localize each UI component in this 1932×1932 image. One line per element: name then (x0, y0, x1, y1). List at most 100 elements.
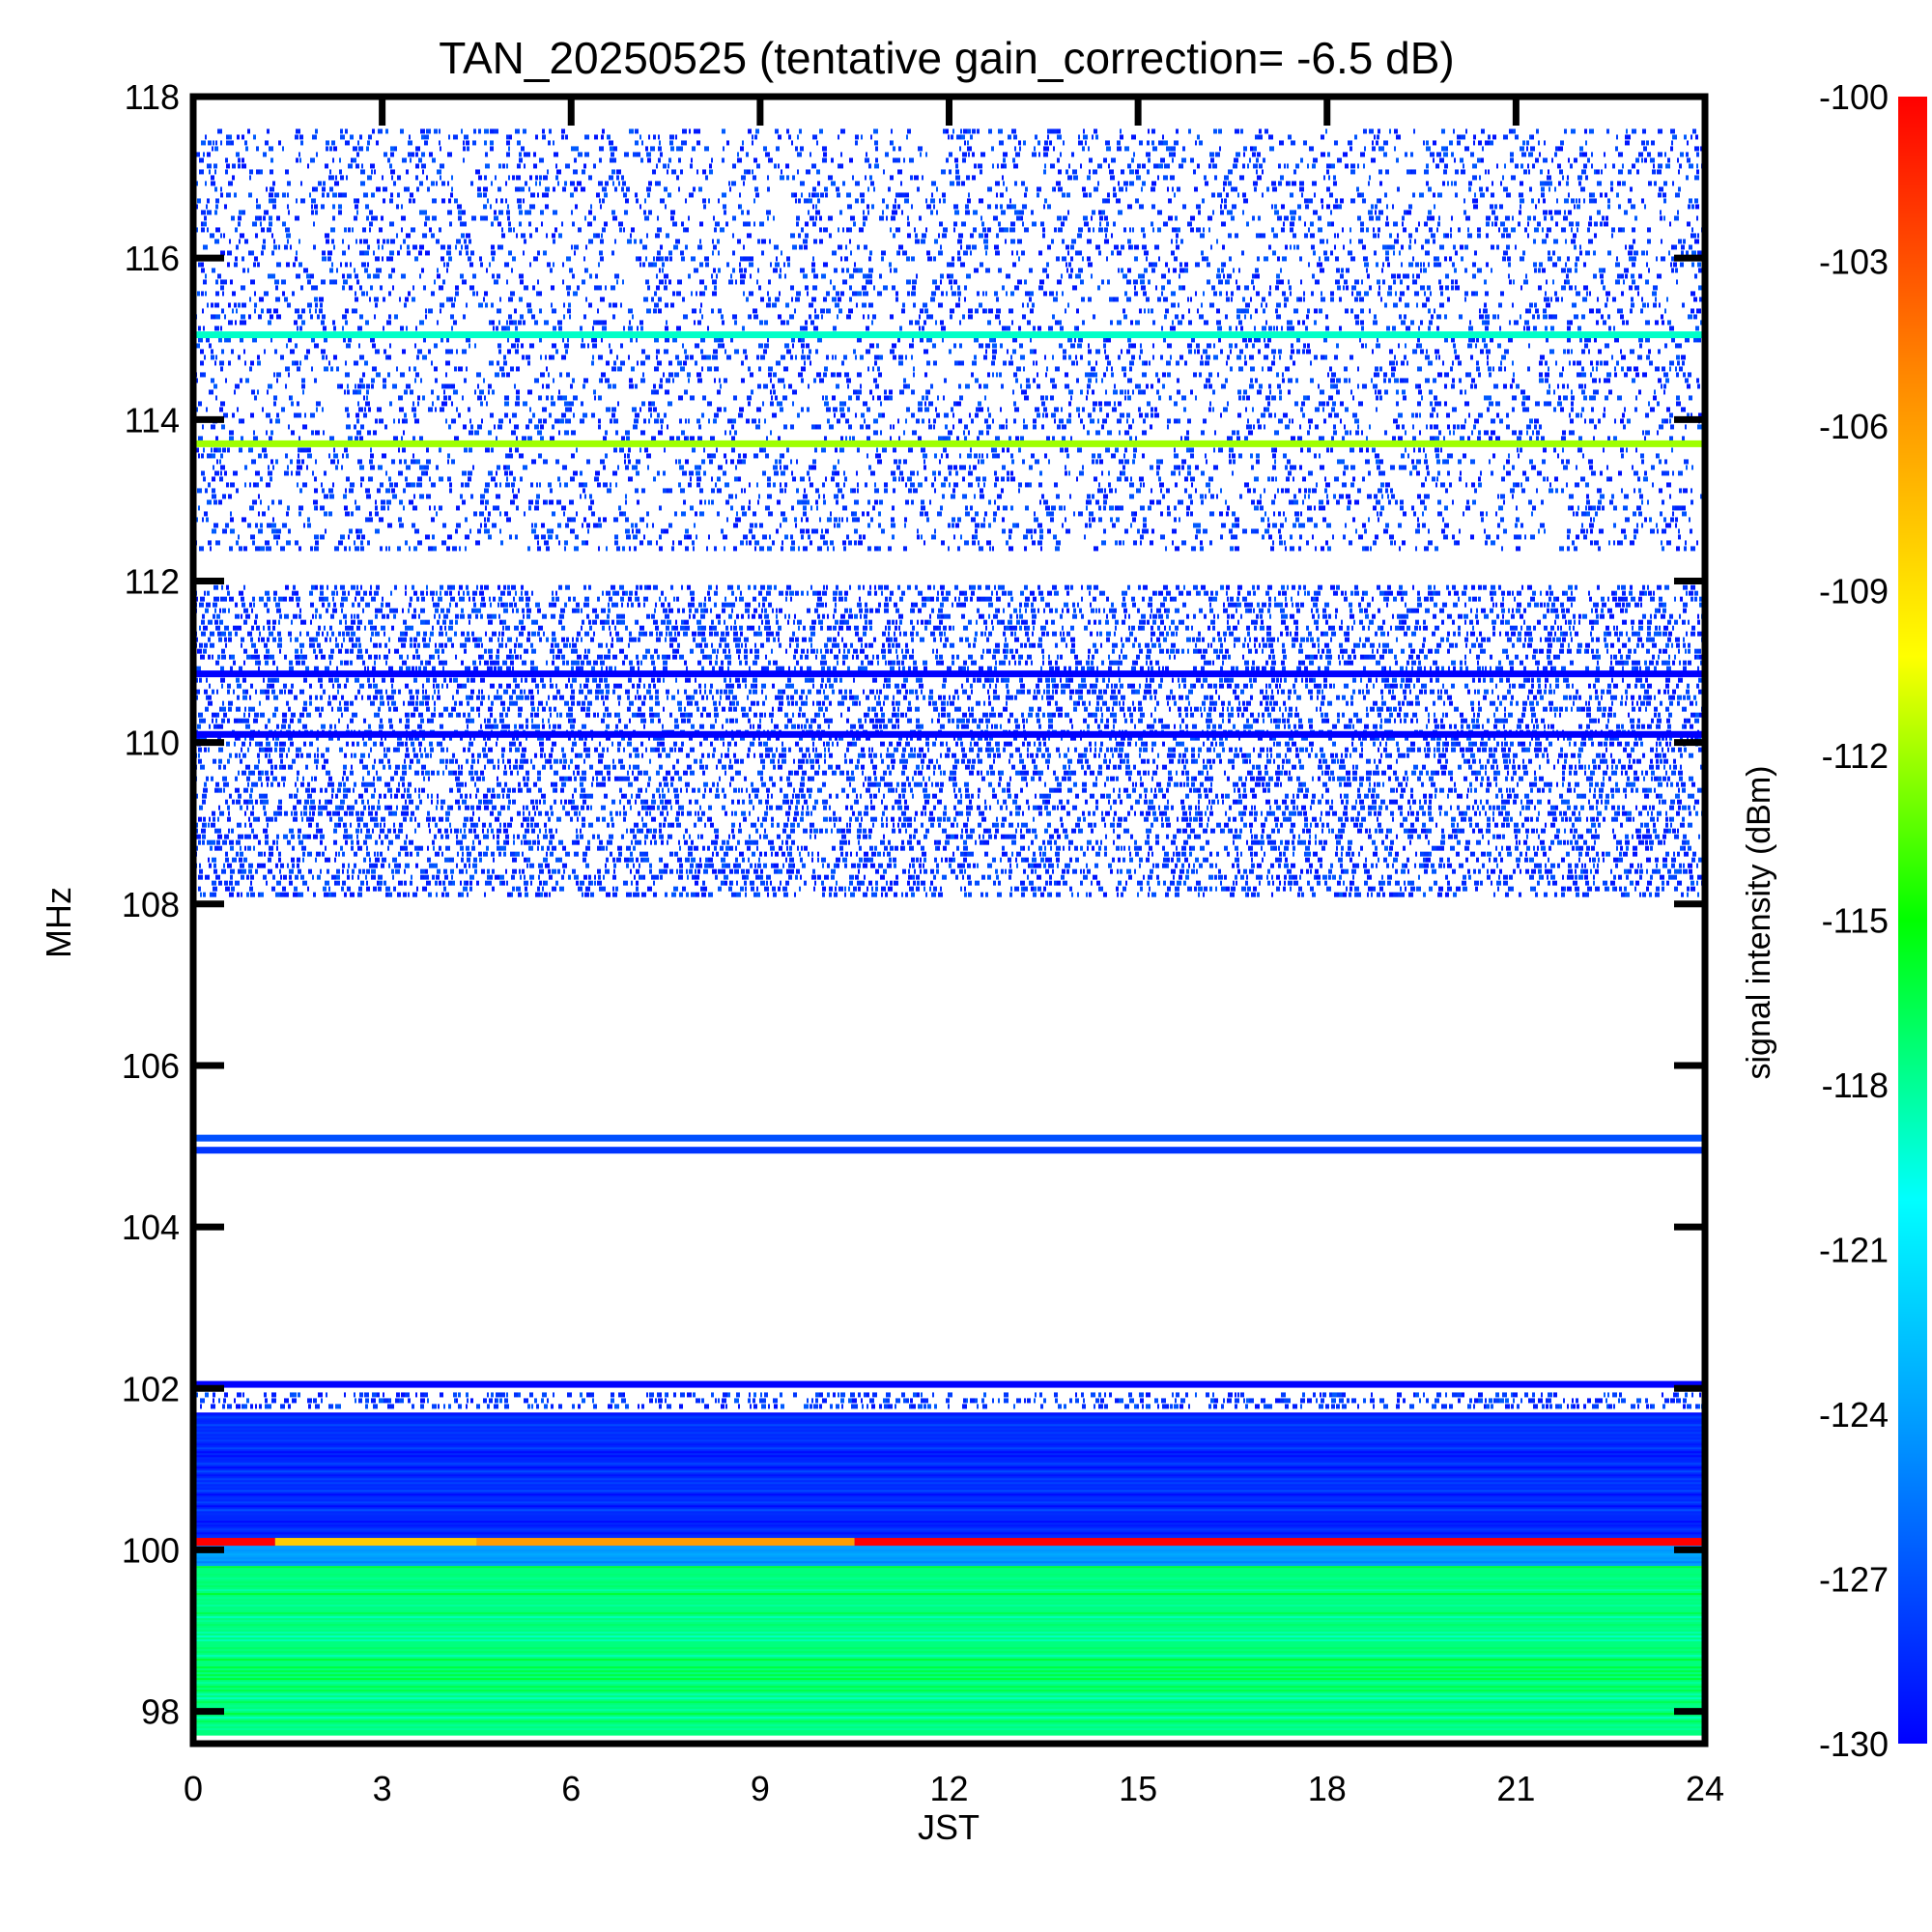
speckle (1510, 700, 1513, 706)
speckle (810, 648, 815, 654)
speckle (1088, 654, 1090, 660)
speckle (994, 724, 998, 729)
speckle (1546, 1404, 1548, 1409)
speckle (290, 741, 294, 747)
speckle (1266, 631, 1271, 637)
speckle (1013, 608, 1017, 613)
speckle (376, 695, 378, 700)
speckle (606, 666, 608, 671)
speckle (810, 677, 814, 683)
speckle (1695, 1404, 1698, 1409)
speckle (1480, 648, 1484, 654)
speckle (1683, 1404, 1686, 1409)
speckle (1605, 642, 1608, 648)
speckle (677, 700, 682, 706)
speckle (1262, 666, 1264, 671)
speckle (740, 631, 743, 637)
speckle (1020, 683, 1025, 689)
speckle (271, 654, 274, 660)
speckle (1129, 712, 1133, 718)
speckle (639, 584, 642, 590)
speckle (225, 642, 227, 648)
speckle (1694, 735, 1698, 741)
speckle (1483, 584, 1487, 590)
speckle (607, 654, 611, 660)
speckle (1084, 700, 1086, 706)
speckle (525, 677, 527, 683)
speckle (542, 724, 545, 729)
speckle (1235, 695, 1239, 700)
speckle (1622, 590, 1626, 596)
speckle (1397, 590, 1402, 596)
speckle (1033, 695, 1037, 700)
speckle (608, 608, 611, 613)
speckle (1498, 718, 1503, 724)
speckle (1055, 666, 1060, 671)
speckle (1646, 700, 1651, 706)
speckle (1626, 695, 1628, 700)
speckle (1549, 637, 1551, 642)
speckle (655, 625, 659, 631)
speckle (1567, 596, 1571, 602)
speckle (265, 590, 270, 596)
speckle (1442, 683, 1444, 689)
speckle (969, 712, 974, 718)
speckle (1466, 631, 1468, 637)
speckle (910, 735, 913, 741)
speckle (736, 613, 739, 619)
speckle (817, 596, 822, 602)
speckle (461, 631, 465, 637)
speckle (208, 637, 211, 642)
speckle (1373, 683, 1375, 689)
speckle (816, 648, 818, 654)
speckle (1601, 689, 1605, 695)
speckle (271, 1392, 276, 1398)
speckle (359, 683, 364, 689)
speckle (1452, 584, 1456, 590)
speckle (368, 735, 372, 741)
speckle (1476, 718, 1479, 724)
speckle (509, 700, 513, 706)
speckle (784, 613, 786, 619)
speckle (456, 712, 458, 718)
speckle (1562, 613, 1566, 619)
speckle (1351, 1398, 1356, 1404)
speckle (584, 695, 587, 700)
speckle (1083, 718, 1087, 724)
speckle (284, 1398, 289, 1404)
speckle (222, 700, 224, 706)
speckle (801, 724, 803, 729)
speckle (822, 700, 825, 706)
speckle (1269, 700, 1272, 706)
speckle (502, 619, 506, 625)
speckle (557, 724, 561, 729)
speckle (1110, 695, 1114, 700)
speckle (600, 619, 605, 625)
speckle (1042, 654, 1044, 660)
speckle (1321, 718, 1326, 724)
speckle (217, 724, 220, 729)
speckle (1490, 590, 1492, 596)
speckle (644, 584, 647, 590)
speckle (893, 695, 895, 700)
speckle (1106, 718, 1109, 724)
speckle (1254, 642, 1256, 648)
speckle (833, 625, 837, 631)
speckle (714, 602, 717, 608)
speckle (458, 712, 461, 718)
speckle (867, 706, 870, 712)
speckle (1540, 590, 1542, 596)
speckle (335, 642, 339, 648)
speckle (677, 642, 680, 648)
speckle (534, 1398, 537, 1404)
speckle (310, 602, 314, 608)
speckle (1492, 631, 1495, 637)
speckle (805, 677, 810, 683)
speckle (1550, 608, 1554, 613)
speckle (1659, 648, 1662, 654)
speckle (943, 625, 947, 631)
speckle (908, 700, 911, 706)
speckle (237, 695, 240, 700)
speckle (579, 735, 583, 741)
speckle (399, 666, 403, 671)
